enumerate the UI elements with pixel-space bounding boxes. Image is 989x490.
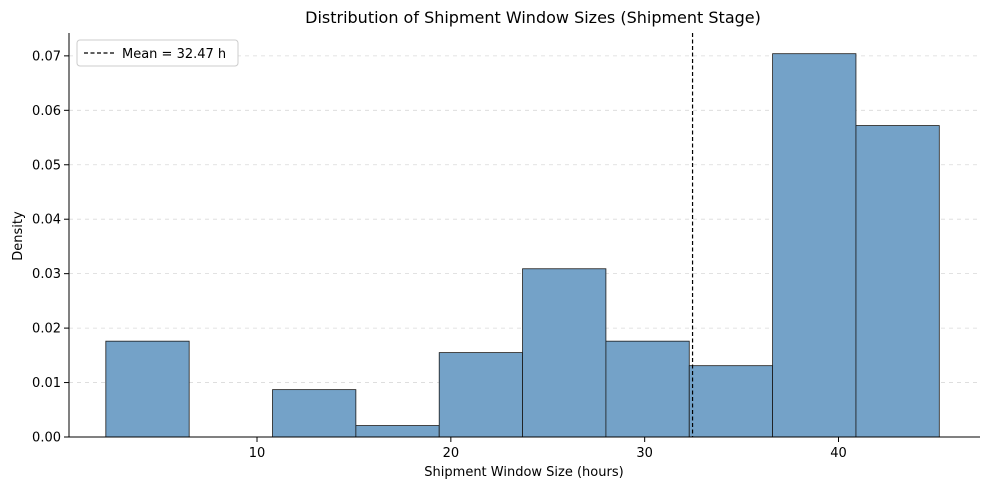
x-tick-label: 10 (249, 446, 266, 461)
y-tick-label: 0.01 (32, 376, 61, 391)
x-tick-label: 30 (636, 446, 653, 461)
legend-label: Mean = 32.47 h (122, 47, 226, 62)
histogram-bar (355, 425, 440, 438)
histogram-bar (605, 340, 690, 438)
y-axis-title: Density (11, 211, 26, 261)
histogram-bar (522, 268, 607, 438)
histogram-bar (855, 125, 940, 438)
y-tick-label: 0.04 (32, 213, 61, 228)
y-tick-label: 0.03 (32, 267, 61, 282)
histogram-bar (105, 340, 190, 438)
axes (68, 33, 980, 438)
legend-box (76, 39, 239, 67)
y-tick-label: 0.07 (32, 49, 61, 64)
histogram-bar (272, 389, 357, 438)
x-axis-title: Shipment Window Size (hours) (424, 465, 623, 480)
y-tick-label: 0.06 (32, 104, 61, 119)
y-tick-label: 0.02 (32, 322, 61, 337)
legend: Mean = 32.47 h (76, 39, 239, 67)
axis-ticks: 10 20 30 40 0.00 0.01 0.02 0.03 0.04 0.05 0.06 0.07 (32, 49, 847, 461)
histogram-bars (105, 53, 940, 438)
histogram-bar (688, 365, 774, 438)
y-tick-label: 0.05 (32, 158, 61, 173)
x-tick-label: 40 (830, 446, 847, 461)
y-tick-label: 0.00 (32, 431, 61, 446)
x-tick-label: 20 (443, 446, 460, 461)
chart-title: Distribution of Shipment Window Sizes (S… (305, 8, 761, 27)
histogram-bar (772, 53, 857, 438)
histogram-bar (438, 352, 523, 438)
